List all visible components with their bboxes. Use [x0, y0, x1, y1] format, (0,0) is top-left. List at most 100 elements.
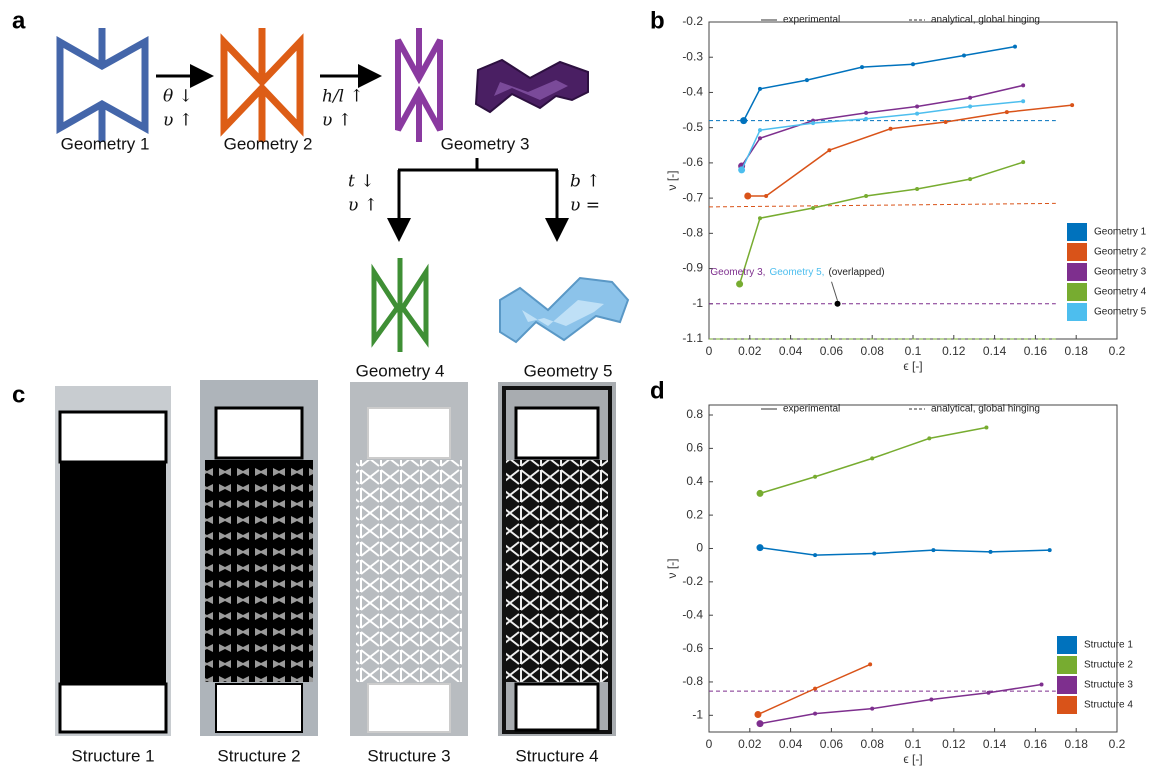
transition-label: t ↓ — [348, 172, 374, 192]
legend-label: Structure 3 — [1084, 680, 1133, 691]
data-point — [968, 105, 972, 109]
y-axis-label: ν [-] — [665, 559, 679, 579]
geometry-label: Geometry 2 — [224, 134, 313, 153]
structure-label: Structure 4 — [515, 746, 598, 765]
geometry-label: Geometry 4 — [356, 361, 445, 380]
y-tick-label: -0.6 — [682, 155, 703, 169]
y-tick-label: -1 — [692, 707, 703, 721]
annotation-part: (overlapped) — [828, 266, 884, 277]
plot-area — [709, 22, 1117, 339]
data-point — [758, 136, 762, 140]
analytical-line — [709, 203, 1056, 207]
structure-image — [498, 382, 616, 736]
legend-swatch — [1067, 243, 1087, 261]
data-point — [1013, 45, 1017, 49]
data-point — [1021, 160, 1025, 164]
data-point — [868, 662, 872, 666]
data-point — [805, 78, 809, 82]
geometry-3d — [500, 278, 628, 342]
annotation: Geometry 3,Geometry 5,(overlapped) — [710, 266, 884, 277]
annotation-leader — [832, 282, 838, 301]
y-tick-label: 0.2 — [686, 507, 703, 521]
legend-swatch — [1057, 656, 1077, 674]
data-point — [931, 548, 935, 552]
structure-image — [55, 386, 171, 736]
geometry-shape — [374, 258, 426, 352]
geometry-label: Geometry 1 — [61, 134, 150, 153]
x-tick-label: 0.08 — [861, 344, 885, 358]
y-tick-label: -0.7 — [682, 190, 703, 204]
y-axis-label: ν [-] — [665, 171, 679, 191]
legend-swatch — [1057, 636, 1077, 654]
x-tick-label: 0.06 — [820, 737, 844, 751]
annotation-part: Geometry 3, — [710, 266, 765, 277]
data-point — [1070, 103, 1074, 107]
data-point — [860, 65, 864, 69]
data-point — [757, 720, 764, 727]
structure-label: Structure 2 — [217, 746, 300, 765]
plot-area — [709, 405, 1117, 732]
legend-label: Geometry 4 — [1094, 287, 1147, 298]
y-tick-label: 0 — [696, 541, 703, 555]
y-tick-label: -0.8 — [682, 226, 703, 240]
data-point — [870, 707, 874, 711]
y-tick-label: -0.4 — [682, 85, 703, 99]
legend-label: Structure 4 — [1084, 700, 1133, 711]
x-tick-label: 0.02 — [738, 344, 762, 358]
data-point — [864, 117, 868, 121]
geometry-label: Geometry 3 — [441, 134, 530, 153]
data-point — [864, 194, 868, 198]
data-point — [736, 281, 743, 288]
structure-images — [55, 380, 616, 736]
data-point — [927, 436, 931, 440]
x-tick-label: 0 — [706, 737, 713, 751]
data-point — [872, 551, 876, 555]
legend-swatch — [1067, 223, 1087, 241]
x-axis-label: ϵ [-] — [903, 752, 922, 766]
series-line — [742, 85, 1024, 166]
x-tick-label: 0.2 — [1109, 737, 1126, 751]
diagram — [60, 28, 628, 352]
geometry-label: Geometry 5 — [524, 361, 613, 380]
series-line — [760, 548, 1050, 556]
legend-label: Structure 2 — [1084, 660, 1133, 671]
geometry-shape — [60, 28, 145, 142]
data-point — [758, 216, 762, 220]
data-point — [811, 121, 815, 125]
data-point — [864, 111, 868, 115]
annotation-point — [835, 301, 841, 307]
transition-label: υ ↑ — [348, 196, 378, 216]
data-point — [984, 426, 988, 430]
data-point — [986, 691, 990, 695]
data-point — [813, 712, 817, 716]
data-point — [870, 456, 874, 460]
y-tick-label: 0.6 — [686, 441, 703, 455]
y-tick-label: -0.2 — [682, 574, 703, 588]
legend-label: analytical, global hinging — [931, 404, 1040, 415]
y-tick-label: -0.9 — [682, 261, 703, 275]
data-point — [764, 194, 768, 198]
data-point — [968, 96, 972, 100]
series-line — [760, 428, 986, 494]
legend-label: Geometry 3 — [1094, 267, 1147, 278]
y-tick-label: 0.4 — [686, 474, 703, 488]
x-tick-label: 0.04 — [779, 737, 803, 751]
legend-swatch — [1067, 263, 1087, 281]
data-point — [757, 490, 764, 497]
data-point — [968, 177, 972, 181]
geometry-3d — [476, 60, 588, 112]
legend-label: analytical, global hinging — [931, 15, 1040, 26]
x-tick-label: 0.18 — [1065, 344, 1089, 358]
data-point — [813, 475, 817, 479]
transition-label: θ ↓ — [163, 87, 193, 107]
data-point — [813, 687, 817, 691]
data-point — [1005, 110, 1009, 114]
y-tick-label: -1 — [692, 296, 703, 310]
panel-label: b — [650, 7, 665, 34]
structure-label: Structure 1 — [71, 746, 154, 765]
transition-label: υ = — [570, 196, 600, 216]
connector — [398, 158, 558, 170]
data-point — [738, 166, 745, 173]
legend-label: experimental — [783, 404, 840, 415]
series-line — [760, 684, 1042, 723]
